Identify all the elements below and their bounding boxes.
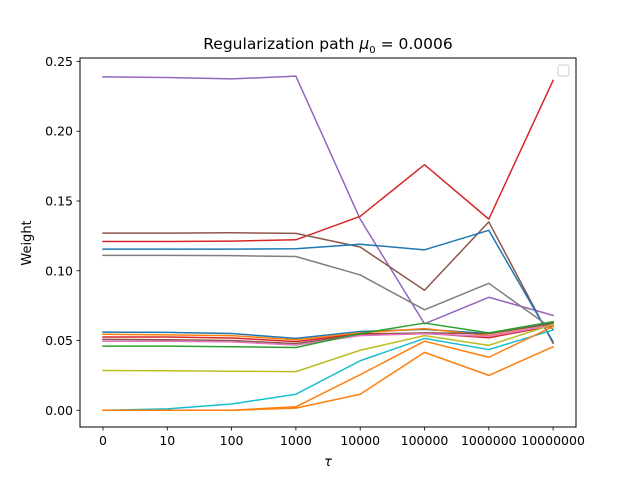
chart-title: Regularization path μ0 = 0.0006 xyxy=(203,35,453,56)
y-tick-label: 0.05 xyxy=(45,333,73,348)
x-tick-label: 10 xyxy=(159,433,175,448)
x-axis: 0 10 100 1000 10000 100000 1000000 10000000 xyxy=(99,427,585,448)
y-tick-label: 0.15 xyxy=(45,193,73,208)
series-line-5 xyxy=(102,254,555,331)
y-tick-label: 0.00 xyxy=(45,403,73,418)
x-tick-label: 1000000 xyxy=(461,433,517,448)
y-tick-label: 0.10 xyxy=(45,263,73,278)
x-tick-label: 100000 xyxy=(401,433,449,448)
plot-frame xyxy=(79,57,577,428)
series-line-13 xyxy=(102,329,555,412)
x-tick-label: 10000000 xyxy=(521,433,585,448)
legend-box xyxy=(557,64,570,77)
x-axis-label: τ xyxy=(324,455,332,470)
y-tick-label: 0.25 xyxy=(45,54,73,69)
series-line-4 xyxy=(102,229,555,343)
series-line-9 xyxy=(102,322,554,345)
series-line-8 xyxy=(102,324,554,343)
series-line-2 xyxy=(102,79,555,243)
x-tick-label: 0 xyxy=(99,433,107,448)
series-line-1 xyxy=(102,75,555,325)
series-line-11 xyxy=(102,320,554,349)
series-line-12 xyxy=(102,323,555,373)
y-tick-label: 0.20 xyxy=(45,124,73,139)
series-line-6 xyxy=(102,321,554,340)
series-layer xyxy=(102,75,555,412)
y-axis: 0.00 0.05 0.10 0.15 0.20 0.25 xyxy=(45,54,80,418)
series-line-7 xyxy=(102,324,554,341)
x-tick-label: 1000 xyxy=(280,433,312,448)
x-tick-label: 100 xyxy=(220,433,244,448)
series-line-15 xyxy=(102,345,555,412)
y-axis-label: Weight xyxy=(20,220,35,265)
x-tick-label: 10000 xyxy=(340,433,380,448)
